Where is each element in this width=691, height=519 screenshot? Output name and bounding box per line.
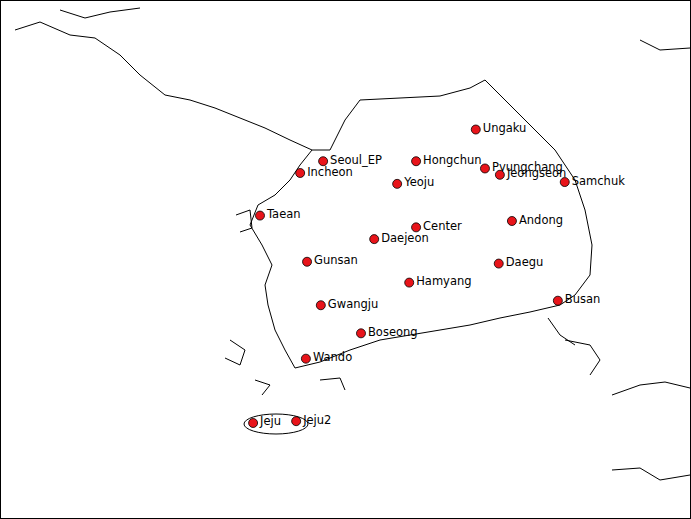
svg-text:Hamyang: Hamyang — [416, 274, 471, 288]
svg-text:Andong: Andong — [519, 213, 563, 227]
svg-text:Center: Center — [423, 219, 462, 233]
svg-text:Busan: Busan — [565, 292, 601, 306]
svg-text:Taean: Taean — [266, 207, 301, 221]
svg-text:Gunsan: Gunsan — [314, 253, 358, 267]
svg-text:Daejeon: Daejeon — [381, 231, 429, 245]
svg-text:Boseong: Boseong — [368, 325, 418, 339]
svg-text:Ungaku: Ungaku — [483, 121, 527, 135]
svg-text:Jeju: Jeju — [259, 414, 281, 428]
svg-text:Jeongseon: Jeongseon — [506, 166, 566, 180]
svg-text:Yeoju: Yeoju — [403, 175, 434, 189]
svg-text:Wando: Wando — [313, 350, 352, 364]
svg-text:Incheon: Incheon — [307, 165, 353, 179]
svg-text:Daegu: Daegu — [506, 255, 544, 269]
svg-text:Samchuk: Samchuk — [572, 174, 625, 188]
svg-text:Hongchun: Hongchun — [423, 153, 481, 167]
svg-text:Gwangju: Gwangju — [328, 297, 378, 311]
svg-text:Jeju2: Jeju2 — [302, 413, 331, 427]
svg-text:Seoul_EP: Seoul_EP — [330, 152, 382, 167]
